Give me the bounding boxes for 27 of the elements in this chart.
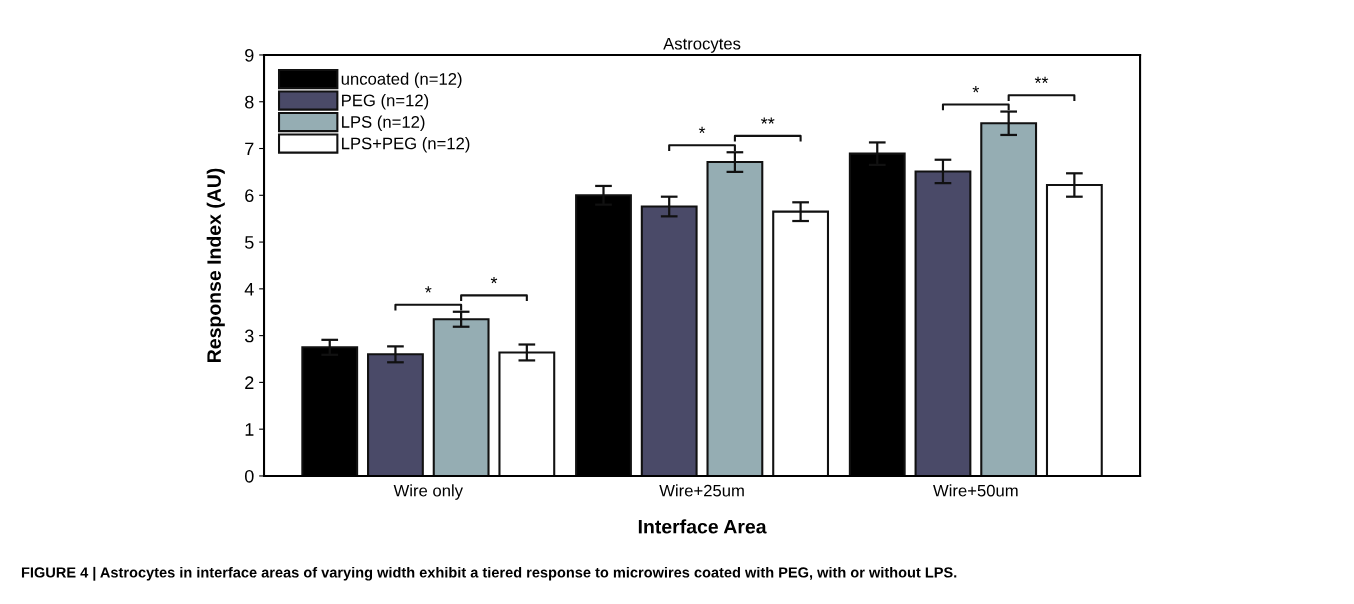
x-tick-label: Wire+25um bbox=[659, 484, 744, 497]
annotation: ** bbox=[761, 117, 775, 124]
y-tick-label: 4 bbox=[244, 282, 254, 296]
y-tick-label: 2 bbox=[245, 376, 254, 389]
legend-label: LPS (n=12) bbox=[342, 115, 425, 132]
caption: FIGURE 4 | Astrocytes in interface areas of varying width exhibit a tiered response to microwires coated with PEG, with or without LPS. bbox=[21, 566, 957, 581]
y-tick-label: 5 bbox=[244, 236, 254, 249]
annotation: * bbox=[425, 286, 432, 293]
y-axis-title: Response Index (AU) bbox=[206, 168, 225, 362]
annotation: * bbox=[490, 276, 498, 284]
y-tick-label: 9 bbox=[245, 48, 254, 62]
annotation: * bbox=[698, 126, 706, 134]
y-tick-label: 0 bbox=[244, 469, 254, 483]
annotation: * bbox=[972, 86, 980, 93]
legend-label: PEG (n=12) bbox=[342, 94, 429, 110]
y-tick-label: 7 bbox=[245, 142, 254, 156]
x-axis-title: Interface Area bbox=[638, 519, 767, 534]
legend-label: uncoated (n=12) bbox=[341, 72, 462, 89]
x-tick-label: Wire only bbox=[393, 484, 463, 500]
legend-label: LPS+PEG (n=12) bbox=[342, 137, 470, 153]
y-tick-label: 8 bbox=[245, 95, 254, 109]
chart-title: Astrocytes bbox=[663, 37, 741, 53]
annotation: ** bbox=[1034, 76, 1049, 84]
y-tick-label: 3 bbox=[244, 329, 254, 343]
y-tick-label: 6 bbox=[245, 189, 254, 203]
x-tick-label: Wire+50um bbox=[933, 484, 1018, 497]
y-tick-label: 1 bbox=[245, 423, 254, 436]
